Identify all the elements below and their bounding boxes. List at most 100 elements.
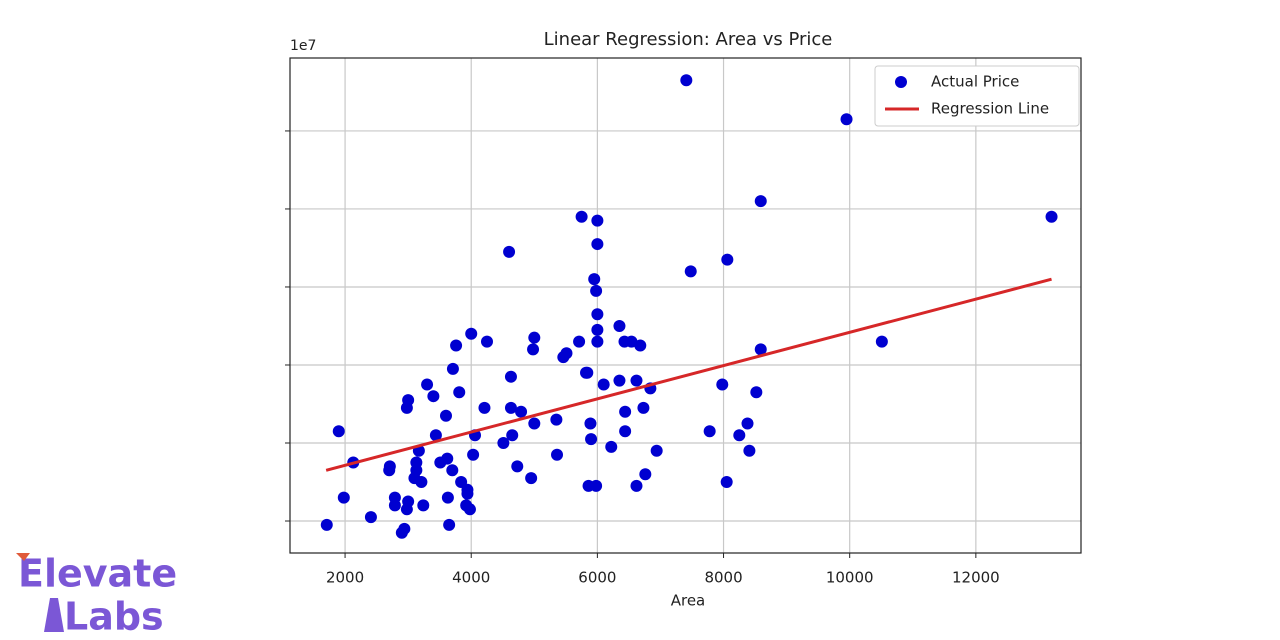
point (590, 284, 603, 297)
x-tick-label: 2000 (326, 569, 364, 587)
point (591, 238, 604, 251)
point (639, 468, 652, 481)
point (528, 331, 541, 344)
point (597, 378, 610, 391)
point (754, 195, 767, 208)
point (591, 214, 604, 227)
point (875, 335, 888, 348)
point (619, 425, 632, 438)
point (383, 460, 396, 473)
point (337, 491, 350, 504)
point (511, 460, 524, 473)
legend-label: Regression Line (931, 100, 1049, 118)
point (630, 479, 643, 492)
legend-marker (895, 76, 907, 88)
point (453, 386, 466, 399)
point (560, 347, 573, 360)
point (591, 335, 604, 348)
point (619, 405, 632, 418)
point (410, 456, 423, 469)
point (650, 444, 663, 457)
point (733, 429, 746, 442)
point (504, 370, 517, 383)
point (446, 362, 459, 375)
x-tick-label: 4000 (452, 569, 490, 587)
point (613, 374, 626, 387)
point (721, 253, 734, 266)
point (1045, 210, 1058, 223)
scatter-series (320, 74, 1058, 539)
point (591, 323, 604, 336)
point (720, 476, 733, 489)
x-tick-label: 8000 (704, 569, 742, 587)
point (421, 378, 434, 391)
point (388, 499, 401, 512)
point (528, 417, 541, 430)
point (461, 483, 474, 496)
point (590, 479, 603, 492)
logo-icon (44, 598, 64, 632)
point (441, 452, 454, 465)
x-tick-label: 6000 (578, 569, 616, 587)
point (741, 417, 754, 430)
point (427, 390, 440, 403)
legend-box (874, 65, 1080, 127)
point (525, 472, 538, 485)
point (630, 374, 643, 387)
point (840, 113, 853, 126)
logo-icon (16, 553, 30, 561)
point (441, 491, 454, 504)
point (364, 511, 377, 524)
point (605, 440, 618, 453)
point (402, 495, 415, 508)
x-axis-label: Area (671, 592, 706, 610)
point (417, 499, 430, 512)
x-tick-label: 10000 (826, 569, 874, 587)
point (439, 409, 452, 422)
regression-line (325, 277, 1052, 472)
point (588, 273, 601, 286)
point (415, 476, 428, 489)
point (478, 401, 491, 414)
logo-text: Elevate (18, 552, 177, 596)
point (754, 343, 767, 356)
legend-label: Actual Price (931, 73, 1019, 91)
point (703, 425, 716, 438)
point (504, 401, 517, 414)
point (716, 378, 729, 391)
x-tick-label: 12000 (952, 569, 1000, 587)
plot-frame (289, 57, 1082, 554)
point (480, 335, 493, 348)
point (443, 518, 456, 531)
point (332, 425, 345, 438)
point (551, 448, 564, 461)
point (506, 429, 519, 442)
point (497, 437, 510, 449)
logo-text: Labs (64, 595, 164, 639)
point (591, 308, 604, 321)
point (503, 245, 516, 258)
point (398, 522, 411, 535)
point (750, 386, 763, 399)
point (585, 433, 598, 446)
point (573, 335, 586, 348)
point (467, 448, 480, 461)
point (684, 265, 697, 278)
point (527, 343, 540, 356)
point (550, 413, 563, 426)
point (450, 339, 463, 352)
point (320, 518, 333, 531)
point (743, 444, 756, 457)
point (575, 210, 588, 223)
point (584, 417, 597, 430)
point (429, 429, 442, 442)
chart-title: Linear Regression: Area vs Price (544, 29, 833, 50)
y-offset-label: 1e7 (290, 38, 316, 54)
point (634, 339, 647, 352)
point (613, 319, 626, 332)
point (463, 503, 476, 516)
point (402, 394, 415, 407)
